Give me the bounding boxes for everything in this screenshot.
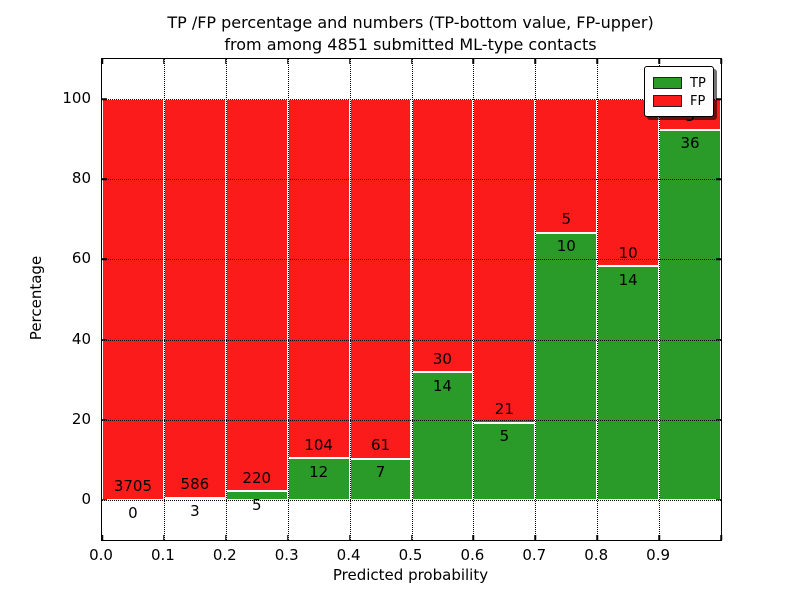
- bar-tp-segment: [597, 266, 660, 500]
- tp-count-label: 7: [375, 463, 386, 482]
- x-tick-mark: [101, 535, 103, 540]
- bar-fp-segment: [225, 99, 288, 491]
- x-tick-mark-top: [225, 59, 227, 64]
- y-tick-label: 100: [62, 89, 91, 108]
- x-tick-label: 0.5: [398, 546, 423, 564]
- y-tick-mark-right: [716, 258, 721, 261]
- fp-count-label: 10: [618, 243, 638, 262]
- legend: TP FP: [644, 66, 714, 117]
- x-tick-mark: [163, 535, 165, 540]
- fp-count-label: 3705: [113, 477, 153, 496]
- y-tick-mark: [102, 178, 107, 180]
- x-tick-mark: [410, 535, 413, 540]
- y-tick-label: 20: [71, 409, 91, 428]
- x-tick-label: 0.6: [460, 546, 485, 564]
- x-tick-mark-top: [472, 59, 475, 64]
- tp-legend-swatch: [653, 77, 682, 89]
- y-tick-mark-right: [716, 338, 721, 341]
- y-axis-label: Percentage: [27, 255, 45, 341]
- x-tick-mark-top: [286, 59, 289, 64]
- y-tick-mark-right: [716, 98, 721, 100]
- tp-count-label: 3: [190, 502, 200, 521]
- x-tick-mark-top: [534, 59, 537, 64]
- tp-legend-label: TP: [690, 75, 706, 91]
- chart-title: TP /FP percentage and numbers (TP-bottom…: [101, 12, 720, 56]
- bar-fp-segment: [287, 99, 350, 459]
- tp-count-label: 14: [618, 270, 638, 289]
- fp-legend-label: FP: [690, 93, 706, 109]
- y-tick-mark-right: [716, 419, 721, 421]
- y-tick-label: 80: [71, 169, 91, 188]
- x-tick-label: 0.1: [150, 546, 175, 564]
- y-tick-mark: [102, 419, 107, 421]
- x-tick-mark-top: [410, 59, 413, 64]
- x-tick-mark-top: [658, 59, 660, 64]
- bar-fp-segment: [473, 99, 536, 423]
- y-tick-label: 0: [81, 489, 91, 508]
- x-tick-mark-top: [348, 59, 351, 64]
- bar-fp-segment: [163, 99, 226, 498]
- fp-count-label: 30: [432, 349, 452, 368]
- x-tick-mark: [472, 535, 475, 540]
- y-tick-label: 60: [71, 249, 91, 268]
- y-tick-label: 40: [71, 329, 91, 348]
- bar-tp-segment: [659, 129, 721, 500]
- y-tick-mark-right: [716, 178, 721, 180]
- tp-count-label: 0: [128, 504, 138, 523]
- legend-item-fp: FP: [653, 93, 713, 109]
- y-tick-mark: [102, 98, 107, 100]
- tp-count-label: 12: [309, 462, 329, 481]
- x-tick-label: 0.3: [274, 546, 299, 564]
- plot-area: 37050586322051041261730142155101014336: [101, 58, 722, 541]
- x-tick-mark-top: [720, 59, 722, 64]
- x-tick-mark-top: [596, 59, 598, 64]
- x-tick-mark: [658, 535, 660, 540]
- y-tick-mark-right: [716, 499, 721, 501]
- x-tick-mark: [720, 535, 722, 540]
- x-tick-label: 0.0: [89, 546, 113, 564]
- bar-fp-segment: [411, 99, 474, 373]
- gridline-horizontal: [102, 499, 721, 501]
- x-axis-label: Predicted probability: [332, 566, 489, 584]
- bar-fp-segment: [597, 99, 660, 267]
- bar-fp-segment: [349, 99, 412, 459]
- fp-count-label: 104: [304, 435, 333, 454]
- fp-count-label: 220: [242, 468, 272, 487]
- y-tick-mark: [102, 499, 107, 501]
- fp-count-label: 5: [561, 210, 572, 229]
- fp-count-label: 61: [371, 436, 391, 455]
- bar-fp-segment: [102, 99, 164, 500]
- bar-tp-segment: [473, 422, 536, 500]
- x-tick-mark-top: [163, 59, 165, 64]
- chart-title-line2: from among 4851 submitted ML-type contac…: [224, 35, 597, 54]
- tp-count-label: 36: [680, 134, 700, 153]
- x-tick-mark: [225, 535, 227, 540]
- bar-tp-segment: [411, 372, 474, 500]
- x-tick-mark-top: [101, 59, 103, 64]
- fp-legend-swatch: [653, 95, 682, 107]
- legend-item-tp: TP: [653, 75, 713, 91]
- x-tick-mark: [596, 535, 598, 540]
- fp-count-label: 21: [494, 400, 514, 419]
- tp-count-label: 5: [251, 495, 262, 514]
- tp-count-label: 5: [499, 427, 510, 446]
- x-tick-label: 0.9: [646, 546, 671, 564]
- x-tick-mark: [348, 535, 351, 540]
- x-tick-label: 0.8: [584, 546, 609, 564]
- x-tick-mark: [534, 535, 537, 540]
- x-tick-label: 0.2: [212, 546, 237, 564]
- x-tick-label: 0.4: [336, 546, 361, 564]
- bar-tp-segment: [535, 232, 598, 500]
- chart-title-line1: TP /FP percentage and numbers (TP-bottom…: [167, 13, 654, 32]
- tp-count-label: 14: [432, 376, 452, 395]
- bar-tp-segment: [287, 458, 350, 500]
- y-tick-mark: [102, 258, 107, 261]
- fp-count-label: 586: [180, 475, 210, 494]
- y-tick-mark: [102, 338, 107, 341]
- x-tick-mark: [286, 535, 289, 540]
- bar-tp-segment: [163, 497, 226, 500]
- x-tick-label: 0.7: [522, 546, 547, 564]
- tp-count-label: 10: [556, 237, 576, 256]
